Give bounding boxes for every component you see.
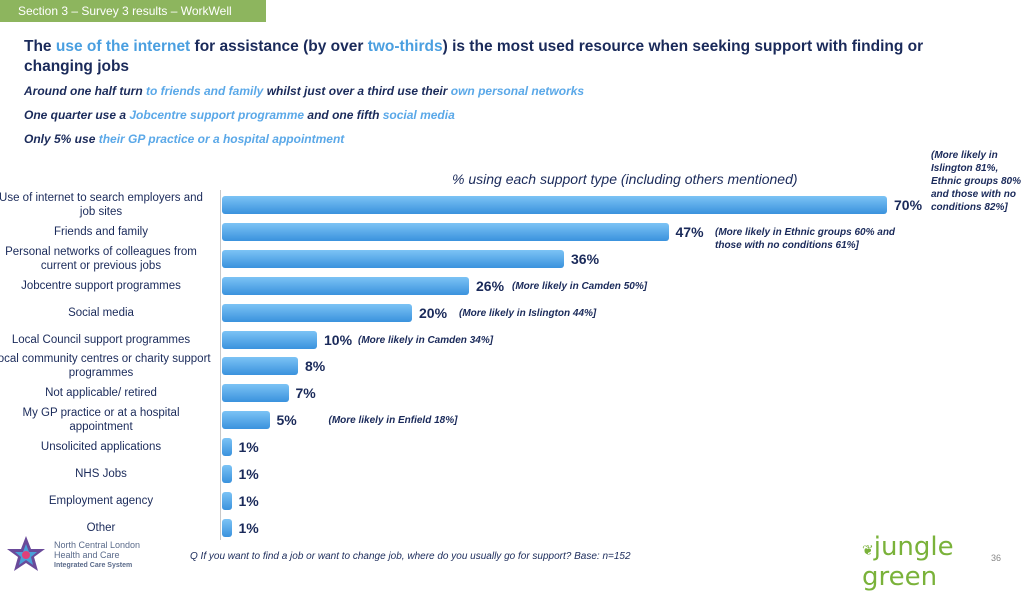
annotation-note: (More likely in Camden 34%] xyxy=(358,334,494,346)
bar xyxy=(222,276,469,295)
section-tab: Section 3 – Survey 3 results – WorkWell xyxy=(0,0,266,22)
value-label: 1% xyxy=(238,519,259,536)
value-label: 5% xyxy=(276,412,297,429)
value-label: 1% xyxy=(238,439,259,456)
chart-axis-line xyxy=(220,190,221,540)
bar xyxy=(222,303,412,322)
value-label: 70% xyxy=(894,197,923,213)
category-label: Local community centres or charity suppo… xyxy=(0,353,211,380)
jungle-green-logo: ❦jungle green xyxy=(862,532,954,592)
bar xyxy=(222,222,669,241)
headline: The use of the internet for assistance (… xyxy=(24,38,924,75)
chart-title: % using each support type (including oth… xyxy=(452,171,798,187)
value-label: 20% xyxy=(419,304,448,321)
value-label: 10% xyxy=(324,331,353,348)
annotation-note: (More likely in Camden 50%] xyxy=(512,280,648,292)
bar xyxy=(222,518,232,537)
value-label: 36% xyxy=(571,250,600,267)
ncl-logo-line-1: North Central London xyxy=(54,540,141,550)
page-number: 36 xyxy=(991,553,1002,563)
bar xyxy=(222,330,317,349)
ncl-logo: North Central London Health and Care Int… xyxy=(4,534,164,574)
category-label: My GP practice or at a hospital appointm… xyxy=(22,407,180,434)
bar xyxy=(222,384,289,403)
subheading-3: Only 5% use their GP practice or a hospi… xyxy=(24,132,345,146)
annotation-note: (More likely in Islington 44%] xyxy=(459,307,597,319)
category-label: Friends and family xyxy=(54,225,148,238)
value-label: 1% xyxy=(238,492,259,509)
annotation-note: (More likely in Enfield 18%] xyxy=(328,415,458,427)
footnote: Q If you want to find a job or want to c… xyxy=(190,551,631,562)
bar xyxy=(222,196,887,214)
category-label: Local Council support programmes xyxy=(11,333,191,346)
bar xyxy=(222,491,232,510)
category-label: NHS Jobs xyxy=(75,468,127,480)
category-label: Personal networks of colleagues from cur… xyxy=(5,245,197,272)
bar xyxy=(222,438,232,457)
ncl-logo-line-2: Health and Care xyxy=(54,550,120,560)
bar xyxy=(222,465,232,483)
value-label: 7% xyxy=(295,385,316,402)
category-label: Not applicable/ retired xyxy=(45,387,157,400)
bar xyxy=(222,411,270,430)
category-label: Jobcentre support programmes xyxy=(21,279,181,292)
category-label: Social media xyxy=(68,306,134,319)
bar xyxy=(222,249,564,268)
category-label: Employment agency xyxy=(48,494,154,507)
category-label: Unsolicited applications xyxy=(40,441,162,454)
annotation-note: (More likely in Ethnic groups 60% and th… xyxy=(715,227,896,251)
bar xyxy=(222,357,298,376)
value-label: 8% xyxy=(305,358,326,375)
annotation-note: (More likely in Islington 81%, Ethnic gr… xyxy=(931,150,1022,213)
value-label: 47% xyxy=(675,223,704,240)
value-label: 1% xyxy=(238,466,259,482)
ncl-logo-line-3: Integrated Care System xyxy=(54,562,133,569)
leaf-icon: ❦ xyxy=(862,543,874,559)
category-label: Use of internet to search employers and … xyxy=(0,192,203,218)
ncl-star-icon xyxy=(7,536,45,571)
subheading-1: Around one half turn to friends and fami… xyxy=(24,84,585,98)
value-label: 26% xyxy=(476,277,505,294)
category-label: Other xyxy=(86,521,116,534)
subheading-2: One quarter use a Jobcentre support prog… xyxy=(24,108,455,122)
